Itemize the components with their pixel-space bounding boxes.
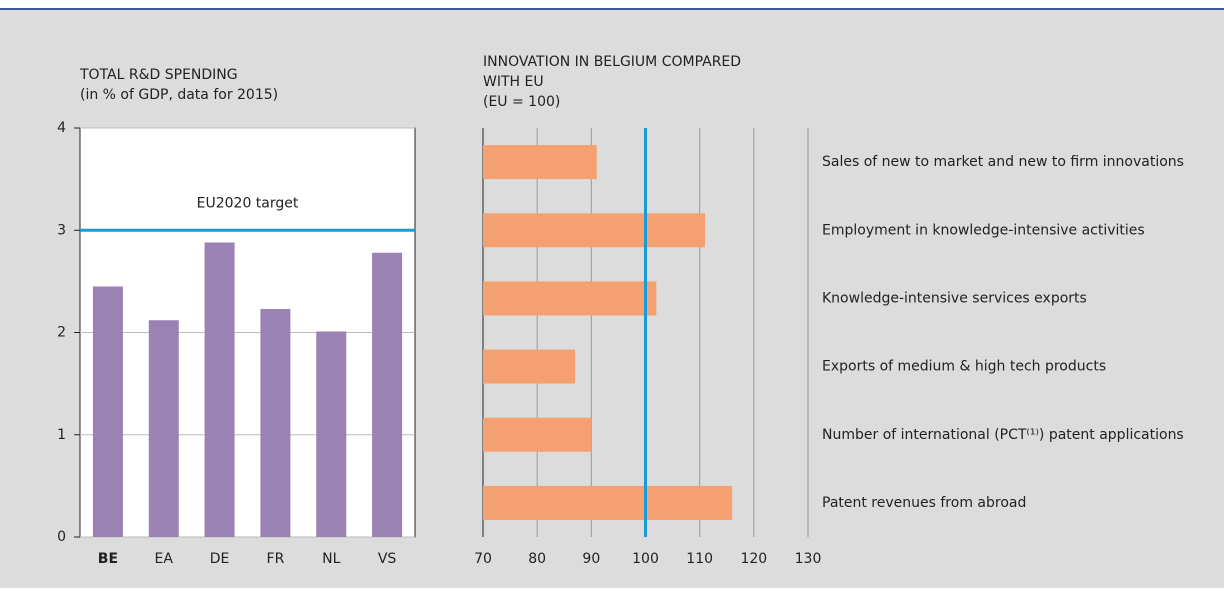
x-tick-label: 130 (795, 551, 822, 567)
bar (260, 308, 291, 537)
y-tick-label: 0 (57, 529, 66, 545)
x-tick-label: 120 (740, 551, 767, 567)
category-label: Patent revenues from abroad (822, 495, 1026, 511)
bar (92, 286, 123, 537)
bar (483, 417, 592, 452)
x-tick-label: FR (267, 551, 285, 567)
x-tick-label: NL (322, 551, 340, 567)
x-tick-label: VS (378, 551, 397, 567)
y-tick-label: 1 (57, 427, 66, 443)
x-tick-label: BE (98, 551, 118, 567)
chart-title: INNOVATION IN BELGIUM COMPARED (483, 54, 741, 70)
category-label: Exports of medium & high tech products (822, 359, 1106, 375)
bar (316, 331, 347, 537)
chart-subtitle: (EU = 100) (483, 94, 560, 110)
chart-subtitle: (in % of GDP, data for 2015) (80, 87, 278, 103)
y-tick-label: 4 (57, 120, 66, 136)
bar (483, 485, 733, 520)
bar (204, 242, 235, 537)
x-tick-label: 100 (632, 551, 659, 567)
y-tick-label: 2 (57, 325, 66, 341)
x-tick-label: EA (155, 551, 174, 567)
reference-label: EU2020 target (197, 195, 299, 211)
category-label: Sales of new to market and new to firm i… (822, 154, 1184, 170)
bar (483, 145, 597, 180)
x-tick-label: 80 (528, 551, 546, 567)
x-tick-label: 110 (686, 551, 713, 567)
bar (148, 320, 179, 537)
bar (372, 252, 403, 537)
category-label: Number of international (PCT⁽¹⁾) patent … (822, 427, 1184, 443)
chart-title: WITH EU (483, 74, 544, 90)
bar (483, 213, 706, 248)
chart-title: TOTAL R&D SPENDING (79, 67, 238, 83)
category-label: Employment in knowledge-intensive activi… (822, 222, 1145, 238)
y-tick-label: 3 (57, 222, 66, 238)
x-tick-label: 90 (582, 551, 600, 567)
x-tick-label: 70 (474, 551, 492, 567)
category-label: Knowledge-intensive services exports (822, 290, 1087, 306)
x-tick-label: DE (210, 551, 230, 567)
bar (483, 349, 576, 384)
bar (483, 281, 657, 316)
